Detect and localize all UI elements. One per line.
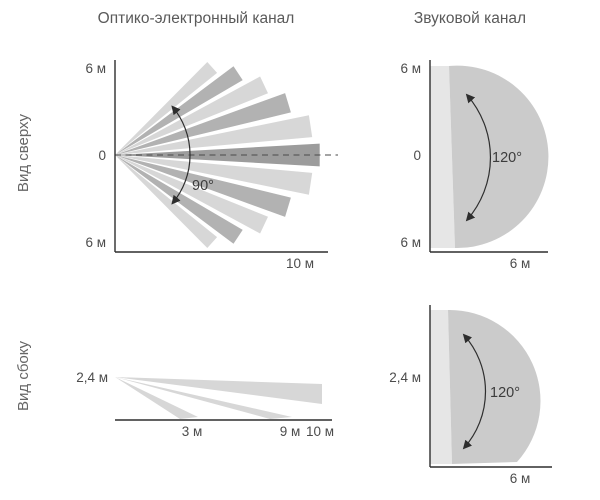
optical-side-view-panel: 2,4 м 3 м 9 м 10 м (76, 370, 334, 439)
ground-tick-label: 10 м (306, 424, 334, 439)
optical-beam (115, 155, 291, 217)
ground-tick-label: 9 м (280, 424, 301, 439)
optical-side-beam-mid (115, 377, 292, 419)
mount-height-label: 2,4 м (389, 370, 421, 385)
optical-top-view-panel: 90° 6 м 0 6 м 10 м (85, 60, 338, 271)
angle-arc-arrow (465, 93, 491, 222)
optical-beam (115, 155, 218, 248)
sound-channel-title: Звуковой канал (414, 10, 526, 27)
sound-top-view-panel: 120° 6 м 0 6 м 6 м (400, 60, 549, 271)
sound-zone-nearfield (430, 310, 452, 464)
axis-label-bottom: 6 м (400, 235, 421, 250)
optical-beam (115, 93, 291, 155)
optical-beam (115, 155, 313, 195)
sound-side-view-panel: 120° 2,4 м 6 м (389, 305, 552, 486)
axis-label-zero: 0 (413, 148, 421, 163)
row-label-top-view: Вид сверху (15, 113, 32, 192)
optical-side-beam-far (115, 377, 322, 404)
axis-label-top: 6 м (85, 61, 106, 76)
angle-label: 120° (492, 150, 522, 166)
optical-beam-center (115, 143, 320, 167)
axis-label-zero: 0 (98, 148, 106, 163)
angle-arc-arrow (171, 105, 191, 205)
axis-label-range: 6 м (510, 256, 531, 271)
optical-beam (115, 76, 268, 155)
axis-label-bottom: 6 м (85, 235, 106, 250)
mount-height-label: 2,4 м (76, 370, 108, 385)
angle-label: 90° (192, 178, 214, 194)
axis-label-top: 6 м (400, 61, 421, 76)
angle-arc-arrow (462, 333, 487, 450)
sound-zone-nearfield (430, 66, 455, 248)
optical-beam (115, 115, 313, 155)
optical-channel-title: Оптико-электронный канал (98, 10, 295, 27)
optical-beam (115, 155, 268, 234)
axis-label-range: 10 м (286, 256, 314, 271)
ground-tick-label: 3 м (182, 424, 203, 439)
axis-label-range: 6 м (510, 471, 531, 486)
optical-side-beam-near (115, 377, 198, 419)
row-label-side-view: Вид сбоку (15, 341, 32, 411)
optical-beam (115, 62, 218, 155)
angle-label: 120° (490, 385, 520, 401)
